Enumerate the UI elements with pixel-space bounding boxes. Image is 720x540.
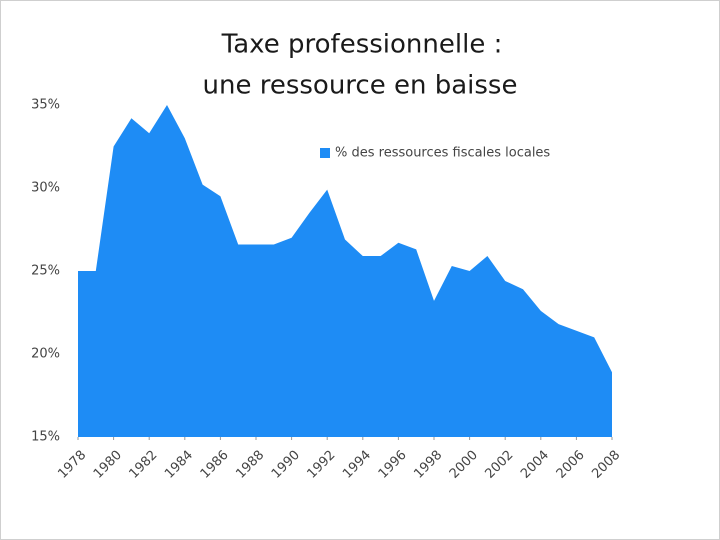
chart-title: Taxe professionnelle : [221, 30, 503, 60]
x-tick-label: 1980 [91, 448, 125, 482]
x-tick-label: 1988 [233, 448, 267, 482]
y-tick-label: 25% [31, 264, 60, 279]
area [78, 105, 612, 437]
x-tick-label: 2006 [554, 448, 588, 482]
x-tick-label: 1982 [126, 448, 160, 482]
x-tick-label: 2004 [518, 448, 552, 482]
x-tick-label: 1984 [162, 448, 196, 482]
legend-swatch [320, 148, 330, 158]
x-tick-label: 1986 [198, 448, 232, 482]
legend-label: % des ressources fiscales locales [335, 146, 550, 161]
x-tick-label: 2000 [447, 448, 481, 482]
x-tick-label: 1992 [304, 448, 338, 482]
x-tick-label: 1998 [411, 448, 445, 482]
x-tick-label: 2008 [589, 448, 623, 482]
y-tick-label: 30% [31, 181, 60, 196]
chart-subtitle: une ressource en baisse [203, 71, 518, 101]
x-tick-label: 2002 [482, 448, 516, 482]
y-tick-label: 15% [31, 430, 60, 445]
x-tick-label: 1994 [340, 448, 374, 482]
x-tick-label: 1978 [55, 448, 89, 482]
y-tick-label: 35% [31, 98, 60, 113]
y-tick-label: 20% [31, 347, 60, 362]
x-tick-label: 1996 [376, 448, 410, 482]
x-tick-label: 1990 [269, 448, 303, 482]
